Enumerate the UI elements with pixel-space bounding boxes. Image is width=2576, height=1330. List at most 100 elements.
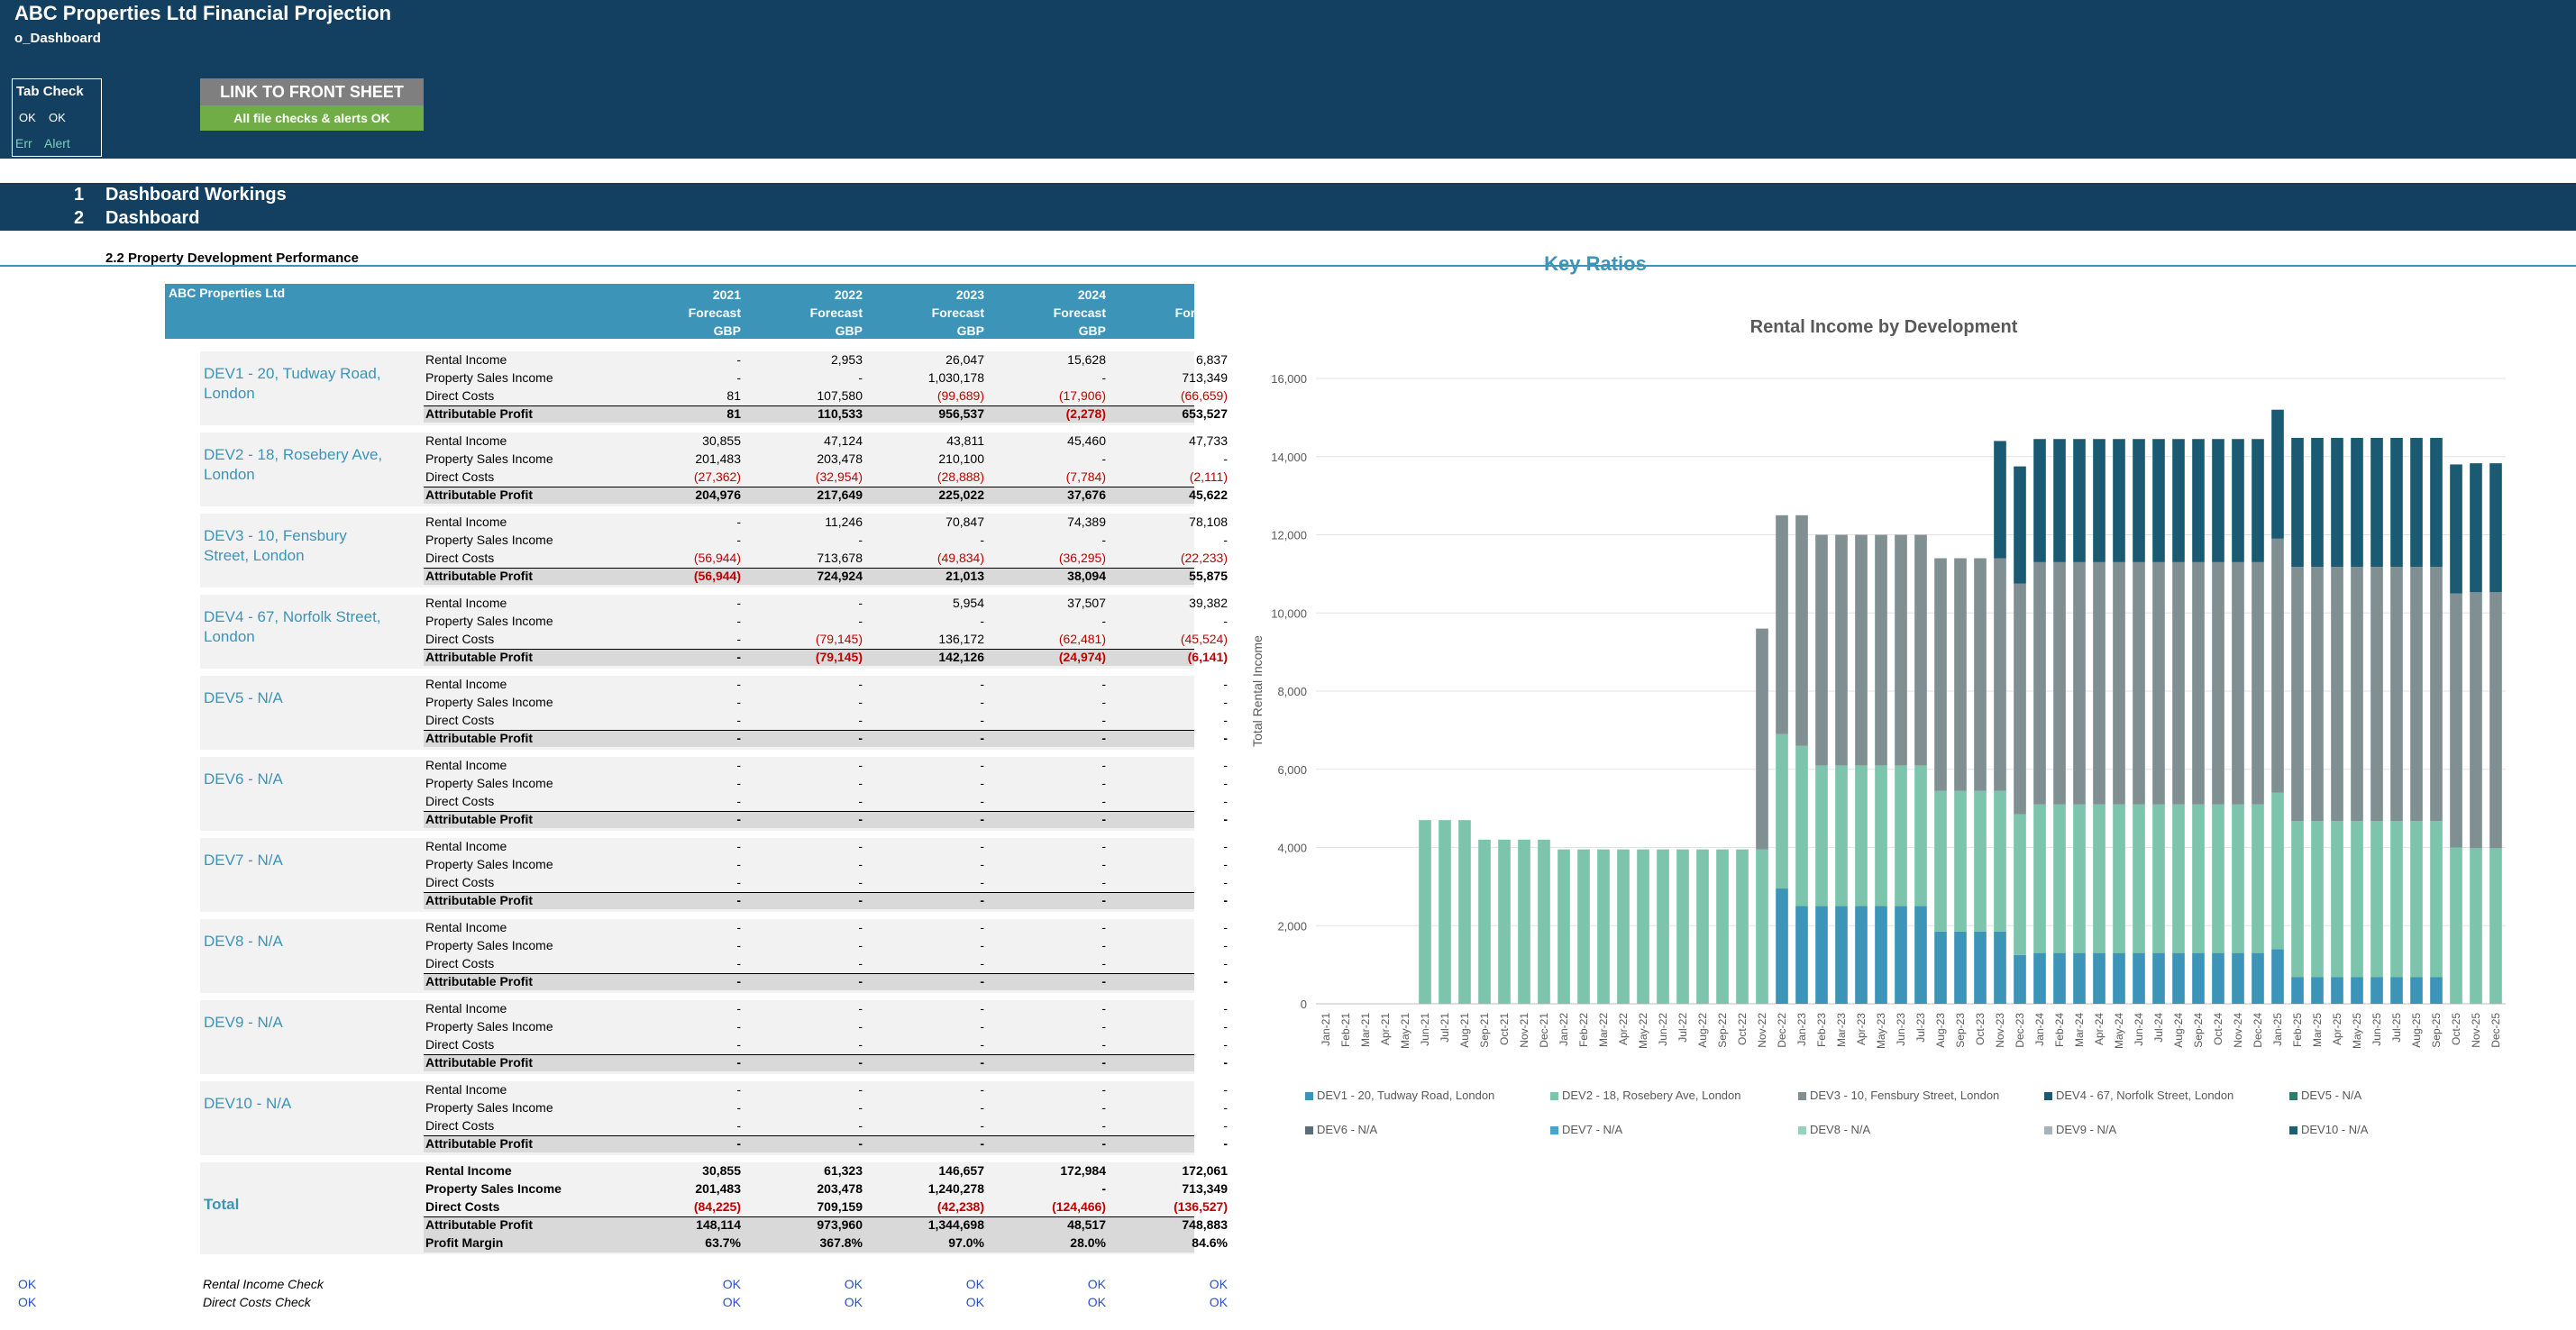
bar-segment bbox=[2172, 561, 2185, 805]
table-cell: - bbox=[1223, 1001, 1228, 1016]
x-tick-label: Mar-21 bbox=[1359, 1013, 1372, 1047]
bar-segment bbox=[1776, 733, 1788, 889]
bar-segment bbox=[2093, 804, 2106, 953]
x-tick-label: Dec-22 bbox=[1776, 1013, 1788, 1048]
bar-segment bbox=[2232, 804, 2244, 953]
table-cell: - bbox=[1223, 533, 1228, 547]
table-cell: - bbox=[1101, 974, 1106, 988]
bar-segment bbox=[2430, 567, 2443, 822]
dev-name[interactable]: DEV5 - N/A bbox=[204, 689, 283, 706]
dev-block: DEV3 - 10, Fensbury Street, London Rental… bbox=[200, 514, 1228, 588]
check-value: OK bbox=[722, 1295, 741, 1309]
table-cell: - bbox=[736, 839, 741, 853]
bar-segment bbox=[2033, 561, 2046, 805]
dev-name[interactable]: DEV8 - N/A bbox=[204, 933, 283, 950]
legend-swatch bbox=[1550, 1126, 1558, 1135]
bar-segment bbox=[1974, 558, 1987, 791]
bar-segment bbox=[2311, 437, 2324, 568]
legend-swatch bbox=[2289, 1092, 2297, 1101]
key-ratios-title: Key Ratios bbox=[1544, 252, 1647, 275]
dev-name[interactable]: DEV7 - N/A bbox=[204, 852, 283, 869]
line-label: Direct Costs bbox=[425, 551, 495, 565]
bar-segment bbox=[2093, 952, 2106, 1004]
bar-segment bbox=[2390, 977, 2403, 1004]
bar-segment bbox=[2014, 466, 2026, 584]
table-cell: (124,466) bbox=[1052, 1199, 1106, 1214]
bar-segment bbox=[2152, 439, 2165, 562]
table-cell: - bbox=[980, 1100, 984, 1115]
table-cell: (6,141) bbox=[1187, 650, 1228, 664]
bar-segment bbox=[1835, 534, 1848, 766]
table-cell: - bbox=[736, 794, 741, 808]
dev-name[interactable]: DEV2 - 18, Rosebery Ave, London bbox=[204, 446, 383, 483]
section-dashboard-workings[interactable]: 1 Dashboard Workings bbox=[0, 183, 361, 206]
bar-segment bbox=[1934, 790, 1947, 932]
bar-segment bbox=[2252, 439, 2264, 562]
table-cell: 973,960 bbox=[817, 1217, 863, 1232]
legend-swatch bbox=[1798, 1092, 1806, 1101]
line-label: Rental Income bbox=[425, 433, 507, 448]
line-label: Direct Costs bbox=[425, 875, 495, 889]
section-dashboard[interactable]: 2 Dashboard bbox=[0, 206, 361, 230]
line-label: Property Sales Income bbox=[425, 938, 553, 952]
bar-segment bbox=[2331, 821, 2343, 978]
bar-segment bbox=[1994, 931, 2006, 1004]
dev-name[interactable]: DEV3 - 10, Fensbury Street, London bbox=[204, 527, 347, 564]
bar-segment bbox=[1914, 534, 1927, 766]
table-cell: - bbox=[858, 731, 863, 745]
line-label: Attributable Profit bbox=[425, 812, 533, 826]
dev-name[interactable]: DEV6 - N/A bbox=[204, 770, 283, 788]
table-cell: 74,389 bbox=[1067, 515, 1106, 529]
table-cell: - bbox=[858, 1100, 863, 1115]
company-name: ABC Properties Ltd bbox=[169, 286, 286, 300]
check-value: OK bbox=[722, 1277, 741, 1291]
x-tick-label: Sep-22 bbox=[1716, 1013, 1729, 1048]
table-cell: - bbox=[1223, 839, 1228, 853]
check-value: OK bbox=[1209, 1295, 1228, 1309]
dev-name[interactable]: DEV9 - N/A bbox=[204, 1014, 283, 1031]
bar-segment bbox=[2410, 821, 2423, 978]
table-cell: - bbox=[736, 1118, 741, 1133]
bar-segment bbox=[2033, 439, 2046, 562]
bar-segment bbox=[1815, 534, 1828, 766]
check-value: OK bbox=[1087, 1295, 1106, 1309]
table-cell: - bbox=[1223, 1082, 1228, 1097]
x-tick-label: Jul-23 bbox=[1914, 1013, 1927, 1043]
x-tick-label: Jan-24 bbox=[2033, 1013, 2046, 1046]
line-label: Attributable Profit bbox=[425, 650, 533, 664]
bar-segment bbox=[2430, 821, 2443, 978]
bar-segment bbox=[2450, 464, 2462, 594]
bar-segment bbox=[2113, 952, 2125, 1004]
table-cell: (79,145) bbox=[815, 632, 863, 646]
dev-name[interactable]: DEV10 - N/A bbox=[204, 1095, 292, 1112]
table-cell: 204,976 bbox=[695, 487, 741, 502]
table-cell: - bbox=[858, 920, 863, 934]
link-to-front-sheet-button[interactable]: LINK TO FRONT SHEET bbox=[200, 78, 424, 105]
subsection-title: 2.2 Property Development Performance bbox=[105, 251, 359, 266]
bar-segment bbox=[1478, 839, 1491, 1004]
bar-segment bbox=[1776, 888, 1788, 1004]
table-cell: - bbox=[858, 370, 863, 385]
year-header-l3: GBP bbox=[835, 323, 863, 338]
x-tick-label: Feb-22 bbox=[1577, 1013, 1590, 1047]
bar-segment bbox=[1934, 931, 1947, 1004]
table-cell: 136,172 bbox=[938, 632, 984, 646]
line-label: Profit Margin bbox=[425, 1235, 504, 1250]
bar-segment bbox=[1795, 515, 1808, 746]
line-label: Property Sales Income bbox=[425, 533, 553, 547]
line-label: Attributable Profit bbox=[425, 1217, 533, 1232]
dev-name[interactable]: DEV1 - 20, Tudway Road, London bbox=[204, 365, 381, 402]
bar-segment bbox=[2351, 821, 2363, 978]
bar-segment bbox=[2073, 804, 2086, 953]
table-cell: - bbox=[736, 632, 741, 646]
table-cell: - bbox=[980, 713, 984, 727]
line-label: Attributable Profit bbox=[425, 974, 533, 988]
table-cell: - bbox=[980, 1136, 984, 1151]
x-tick-label: Jun-21 bbox=[1419, 1013, 1431, 1046]
dev-name[interactable]: DEV4 - 67, Norfolk Street, London bbox=[204, 608, 381, 645]
legend-label: DEV9 - N/A bbox=[2056, 1123, 2117, 1136]
table-cell: - bbox=[1101, 1001, 1106, 1016]
table-cell: - bbox=[736, 1019, 741, 1034]
legend-label: DEV2 - 18, Rosebery Ave, London bbox=[1562, 1089, 1741, 1102]
line-label: Property Sales Income bbox=[425, 614, 553, 628]
